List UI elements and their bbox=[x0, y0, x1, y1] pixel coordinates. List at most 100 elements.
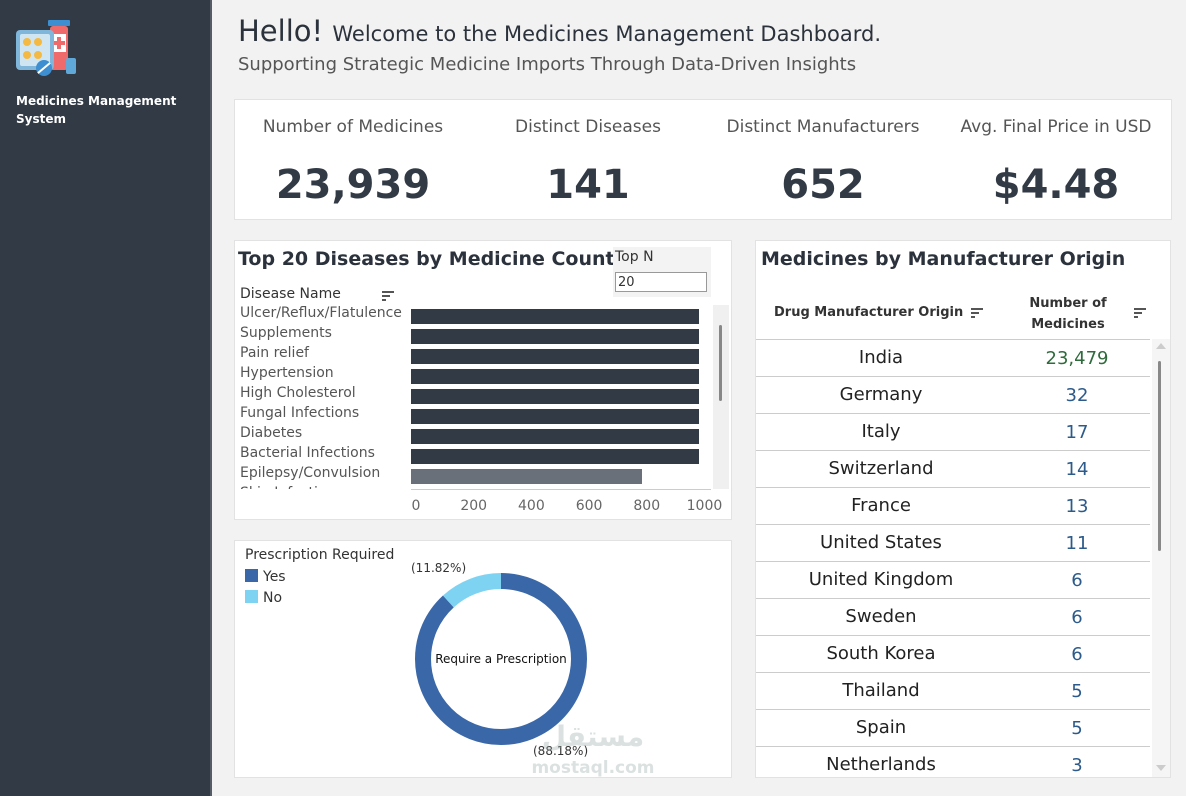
count-cell: 6 bbox=[1071, 607, 1083, 628]
table-row[interactable]: Thailand 5 bbox=[756, 673, 1150, 710]
scrollbar-thumb[interactable] bbox=[1158, 361, 1161, 551]
bar[interactable] bbox=[411, 449, 700, 464]
sort-icon[interactable] bbox=[971, 308, 985, 320]
kpi-strip: Number of Medicines 23,939 Distinct Dise… bbox=[234, 99, 1172, 220]
x-tick-label: 1000 bbox=[686, 498, 723, 514]
origin-column-header: Drug Manufacturer Origin bbox=[774, 305, 964, 320]
topn-input[interactable] bbox=[615, 272, 707, 292]
table-row[interactable]: France 13 bbox=[756, 488, 1150, 525]
sort-icon[interactable] bbox=[382, 291, 396, 303]
system-name: Medicines Management System bbox=[16, 94, 177, 126]
table-row[interactable]: India 23,479 bbox=[756, 340, 1150, 377]
country-cell: Sweden bbox=[845, 606, 917, 627]
legend-swatch bbox=[245, 569, 258, 582]
count-cell: 17 bbox=[1065, 422, 1089, 443]
bar[interactable] bbox=[411, 429, 700, 444]
topn-label: Top N bbox=[615, 249, 654, 265]
kpi-label: Avg. Final Price in USD bbox=[960, 117, 1152, 137]
bar[interactable] bbox=[411, 349, 700, 364]
country-cell: Germany bbox=[839, 384, 923, 405]
country-cell: United Kingdom bbox=[808, 569, 954, 590]
scrollbar-thumb[interactable] bbox=[719, 325, 722, 401]
count-cell: 3 bbox=[1071, 755, 1083, 776]
welcome-text: Welcome to the Medicines Management Dash… bbox=[332, 22, 882, 46]
topn-parameter: Top N bbox=[613, 247, 711, 297]
legend-item-no[interactable]: No bbox=[245, 590, 282, 606]
count-cell: 6 bbox=[1071, 570, 1083, 591]
diseases-chart-title: Top 20 Diseases by Medicine Count bbox=[238, 248, 615, 270]
manufacturer-table: India 23,479 Germany 32 Italy 17 Switzerland 14… bbox=[756, 339, 1150, 777]
table-row[interactable]: Sweden 6 bbox=[756, 599, 1150, 636]
table-row[interactable]: United Kingdom 6 bbox=[756, 562, 1150, 599]
table-row[interactable]: United States 11 bbox=[756, 525, 1150, 562]
bar[interactable] bbox=[411, 309, 700, 324]
legend-item-yes[interactable]: Yes bbox=[245, 569, 286, 585]
bar-area: Ulcer/Reflux/Flatulence Supplements Pain r… bbox=[235, 305, 711, 489]
legend-swatch bbox=[245, 590, 258, 603]
scroll-up-icon[interactable] bbox=[1156, 343, 1166, 349]
count-cell: 11 bbox=[1065, 533, 1089, 554]
legend-title: Prescription Required bbox=[245, 547, 395, 563]
bar-label: Fungal Infections bbox=[240, 405, 360, 421]
watermark: مستقل mostaql.com bbox=[520, 720, 666, 780]
legend-label: No bbox=[263, 590, 283, 606]
table-row[interactable]: Switzerland 14 bbox=[756, 451, 1150, 488]
page-title: Hello! Welcome to the Medicines Manageme… bbox=[238, 14, 881, 48]
sort-icon[interactable] bbox=[1134, 308, 1148, 320]
kpi-number-of-medicines: Number of Medicines 23,939 bbox=[235, 100, 471, 219]
table-row[interactable]: Italy 17 bbox=[756, 414, 1150, 451]
count-cell: 13 bbox=[1065, 496, 1089, 517]
country-cell: Switzerland bbox=[828, 458, 934, 479]
table-row[interactable]: Netherlands 3 bbox=[756, 747, 1150, 777]
bar[interactable] bbox=[411, 389, 700, 404]
kpi-distinct-diseases: Distinct Diseases 141 bbox=[471, 100, 705, 219]
count-cell: 5 bbox=[1071, 681, 1083, 702]
yes-percentage: (88.18%) bbox=[533, 744, 589, 758]
kpi-distinct-manufacturers: Distinct Manufacturers 652 bbox=[705, 100, 941, 219]
count-cell: 6 bbox=[1071, 644, 1083, 665]
x-tick-label: 800 bbox=[633, 498, 661, 514]
legend-label: Yes bbox=[263, 569, 286, 585]
scroll-down-icon[interactable] bbox=[1156, 765, 1166, 771]
country-cell: France bbox=[851, 495, 911, 516]
prescription-panel: Prescription Required Yes No Require a P… bbox=[234, 540, 732, 778]
no-percentage: (11.82%) bbox=[411, 561, 467, 575]
bar-label: Supplements bbox=[240, 325, 332, 341]
kpi-avg-final-price: Avg. Final Price in USD $4.48 bbox=[941, 100, 1171, 219]
disease-name-header: Disease Name bbox=[240, 286, 341, 302]
hello-text: Hello! bbox=[238, 14, 324, 48]
sidebar: Medicines Management System bbox=[0, 0, 212, 796]
bar[interactable] bbox=[411, 369, 700, 384]
kpi-label: Distinct Manufacturers bbox=[726, 117, 920, 137]
diseases-chart-panel: Top 20 Diseases by Medicine Count Top N … bbox=[234, 240, 732, 520]
country-cell: United States bbox=[820, 532, 942, 553]
table-row[interactable]: Germany 32 bbox=[756, 377, 1150, 414]
x-tick-label: 0 bbox=[411, 498, 421, 514]
x-tick-label: 600 bbox=[575, 498, 603, 514]
watermark-arabic: مستقل bbox=[541, 720, 645, 753]
bar-label: Diabetes bbox=[240, 425, 303, 441]
country-cell: South Korea bbox=[826, 643, 936, 664]
bar[interactable] bbox=[411, 469, 642, 484]
chart-scrollbar[interactable] bbox=[713, 305, 729, 489]
bar-label: High Cholesterol bbox=[240, 385, 356, 401]
bar[interactable] bbox=[411, 409, 700, 424]
count-cell: 14 bbox=[1065, 459, 1089, 480]
bar-label: Epilepsy/Convulsion bbox=[240, 465, 381, 481]
bar[interactable] bbox=[411, 329, 700, 344]
table-scrollbar[interactable] bbox=[1152, 339, 1170, 777]
table-row[interactable]: South Korea 6 bbox=[756, 636, 1150, 673]
bar-label: Bacterial Infections bbox=[240, 445, 375, 461]
kpi-value: 141 bbox=[546, 162, 630, 208]
page-subtitle: Supporting Strategic Medicine Imports Th… bbox=[238, 54, 857, 75]
manufacturer-title: Medicines by Manufacturer Origin bbox=[761, 248, 1126, 270]
table-row[interactable]: Spain 5 bbox=[756, 710, 1150, 747]
count-cell: 5 bbox=[1071, 718, 1083, 739]
x-tick-label: 200 bbox=[460, 498, 488, 514]
country-cell: India bbox=[858, 347, 904, 368]
count-cell: 23,479 bbox=[1045, 348, 1109, 369]
kpi-label: Number of Medicines bbox=[262, 117, 444, 137]
prescription-donut: Require a Prescription bbox=[415, 573, 587, 745]
donut-center-label: Require a Prescription bbox=[435, 652, 567, 666]
donut-slice-no[interactable] bbox=[415, 573, 587, 745]
